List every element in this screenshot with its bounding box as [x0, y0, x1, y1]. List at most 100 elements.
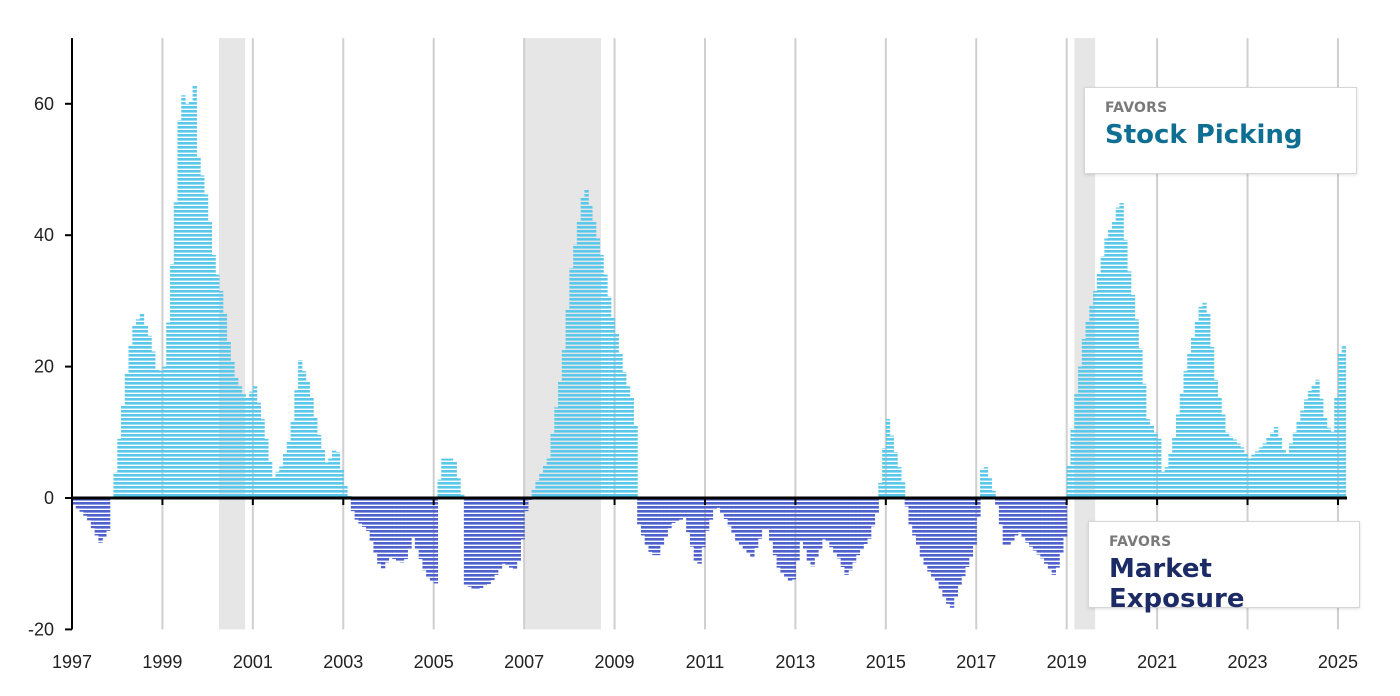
bar-286: [1149, 425, 1154, 498]
bar-147: [625, 386, 631, 498]
bar-204: [840, 498, 845, 567]
bar-115: [505, 498, 510, 566]
bar-36: [207, 222, 213, 498]
bar-268: [1081, 339, 1087, 498]
bar-219: [897, 467, 902, 498]
bar-146: [622, 371, 627, 498]
bar-252: [1021, 498, 1026, 538]
bar-235: [957, 498, 962, 586]
bar-320: [1277, 436, 1283, 498]
market-exposure-label: Market Exposure: [1109, 554, 1245, 614]
bar-149: [633, 425, 638, 498]
y-tick-label-60: 60: [34, 94, 54, 114]
bar-35: [203, 194, 209, 498]
bar-57: [286, 440, 292, 498]
x-tick-label-2025: 2025: [1318, 652, 1358, 672]
bar-103: [460, 494, 465, 498]
bar-303: [1213, 379, 1218, 498]
bar-141: [603, 274, 608, 498]
bar-334: [1330, 431, 1335, 498]
bar-178: [742, 498, 748, 550]
bar-327: [1304, 399, 1309, 498]
bar-86: [396, 498, 401, 562]
favors-market-exposure-callout: FAVORS Market Exposure: [1088, 521, 1360, 614]
bar-51: [264, 438, 269, 498]
bar-169: [708, 498, 714, 520]
bar-239: [972, 498, 977, 546]
bar-282: [1134, 319, 1139, 498]
bar-129: [558, 381, 563, 498]
axes: [65, 38, 1347, 631]
bar-176: [735, 498, 740, 542]
bar-322: [1285, 453, 1290, 498]
bar-56: [282, 453, 288, 498]
bar-64: [313, 417, 318, 498]
bar-11: [113, 472, 118, 498]
bar-230: [938, 498, 943, 590]
bar-267: [1077, 366, 1083, 498]
bar-106: [471, 498, 476, 589]
bar-46: [245, 397, 250, 498]
bar-104: [463, 498, 469, 585]
bar-69: [331, 450, 337, 498]
bar-88: [403, 498, 408, 560]
x-tick-label-2017: 2017: [956, 652, 996, 672]
bar-258: [1044, 498, 1049, 564]
bar-302: [1209, 346, 1215, 498]
bar-221: [904, 498, 910, 507]
bar-119: [520, 498, 525, 540]
bar-19: [143, 325, 148, 498]
bar-281: [1130, 294, 1136, 498]
bar-249: [1010, 498, 1015, 541]
bar-156: [659, 498, 665, 546]
bar-171: [716, 498, 721, 508]
bar-72: [343, 484, 348, 498]
bar-247: [1002, 498, 1007, 546]
bar-181: [753, 498, 759, 548]
bar-261: [1055, 498, 1060, 568]
bar-220: [900, 482, 906, 498]
bar-154: [652, 498, 657, 556]
bar-89: [407, 498, 412, 549]
bar-206: [848, 498, 853, 571]
bar-163: [686, 498, 691, 533]
bar-50: [260, 419, 265, 498]
bar-166: [697, 498, 702, 564]
bar-189: [784, 498, 789, 577]
bar-300: [1202, 302, 1207, 498]
bar-1: [75, 498, 81, 509]
bar-125: [542, 465, 548, 498]
bar-283: [1138, 348, 1143, 498]
bar-150: [637, 498, 642, 525]
bar-143: [610, 317, 616, 498]
bar-114: [501, 498, 506, 564]
bar-5: [90, 498, 96, 529]
bar-87: [399, 498, 405, 563]
bar-155: [655, 498, 661, 556]
bar-243: [987, 478, 992, 498]
bar-248: [1006, 498, 1011, 546]
bar-152: [644, 498, 650, 546]
bar-117: [512, 498, 518, 569]
bar-266: [1074, 394, 1079, 498]
bar-18: [139, 314, 145, 498]
bar-29: [181, 95, 186, 498]
bar-77: [362, 498, 367, 527]
bar-138: [591, 222, 597, 498]
bar-16: [132, 325, 137, 498]
bar-244: [991, 490, 996, 498]
bar-68: [328, 458, 333, 498]
bar-49: [256, 402, 261, 498]
bar-66: [320, 448, 326, 498]
bar-218: [893, 452, 898, 498]
bar-198: [818, 498, 823, 549]
bar-323: [1288, 443, 1294, 498]
bar-297: [1191, 337, 1196, 498]
bar-313: [1251, 454, 1256, 498]
bar-55: [279, 466, 284, 498]
bar-191: [791, 498, 797, 580]
bar-24: [162, 366, 167, 498]
bar-2: [79, 498, 84, 512]
bar-210: [863, 498, 868, 544]
bar-108: [478, 498, 484, 589]
